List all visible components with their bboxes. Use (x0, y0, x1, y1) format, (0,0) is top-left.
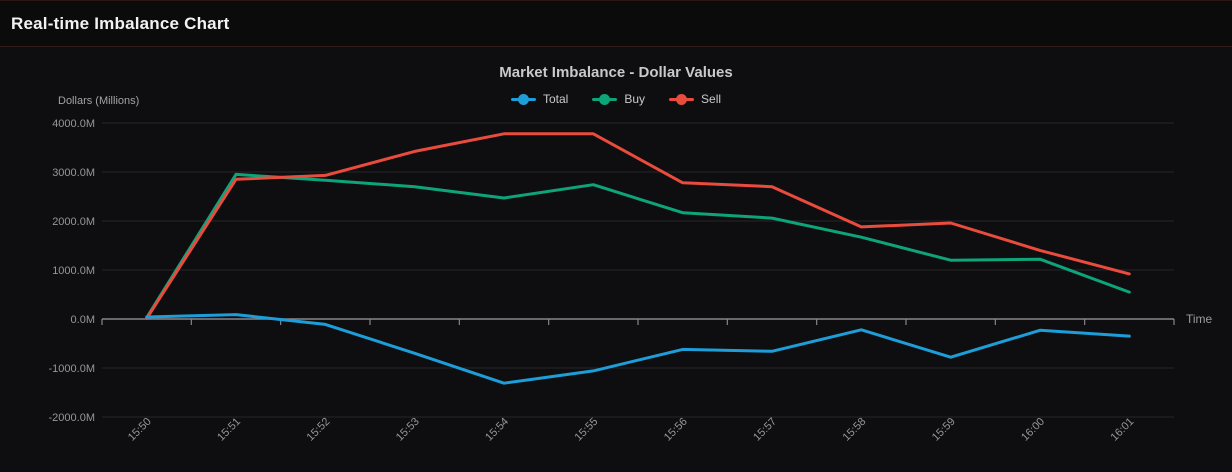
y-tick-label: -1000.0M (49, 363, 95, 375)
series-line-sell (145, 132, 1131, 320)
y-tick-label: 4000.0M (52, 118, 95, 130)
y-tick-label: 3000.0M (52, 167, 95, 179)
x-tick-label: 15:54 (483, 416, 511, 444)
x-tick-label: 16:01 (1109, 416, 1137, 444)
y-tick-label: 1000.0M (52, 265, 95, 277)
series-line-total (145, 313, 1131, 385)
chart-legend: Total Buy Sell (0, 92, 1232, 106)
x-tick-label: 15:50 (126, 416, 154, 444)
legend-label: Buy (624, 92, 646, 106)
x-tick-label: 15:58 (841, 416, 869, 444)
x-tick-label: 15:51 (215, 416, 243, 444)
x-tick-label: 15:52 (305, 416, 333, 444)
y-axis-title: Dollars (Millions) (58, 95, 140, 107)
legend-item-buy[interactable]: Buy (592, 92, 645, 106)
x-tick-label: 16:00 (1019, 416, 1047, 444)
x-axis-title: Time (1186, 312, 1213, 326)
series-line-buy (145, 172, 1131, 319)
legend-label: Sell (701, 92, 722, 106)
legend-marker-icon (510, 93, 536, 105)
legend-label: Total (542, 92, 569, 106)
legend-item-total[interactable]: Total (510, 92, 569, 106)
x-tick-label: 15:59 (930, 416, 958, 444)
x-tick-label: 15:57 (751, 416, 779, 444)
y-tick-label: 2000.0M (52, 216, 95, 228)
page-title: Real-time Imbalance Chart (11, 13, 230, 33)
chart-title: Market Imbalance - Dollar Values (499, 64, 733, 81)
legend-marker-icon (592, 93, 618, 105)
x-tick-label: 15:53 (394, 416, 422, 444)
legend-item-sell[interactable]: Sell (669, 92, 721, 106)
page-header: Real-time Imbalance Chart (0, 1, 1232, 47)
x-tick-label: 15:56 (662, 416, 690, 444)
legend-marker-icon (669, 93, 695, 105)
x-tick-label: 15:55 (573, 416, 601, 444)
y-tick-label: -2000.0M (49, 412, 95, 424)
y-tick-label: 0.0M (71, 314, 95, 326)
